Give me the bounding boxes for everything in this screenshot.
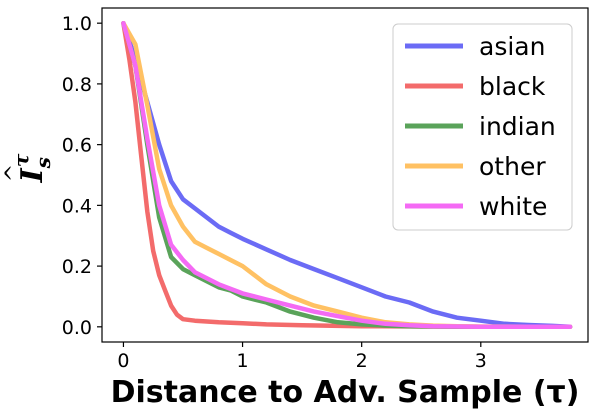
- y-tick-label: 0.8: [62, 74, 92, 96]
- legend-label-asian: asian: [479, 32, 545, 61]
- series-line-white: [121, 20, 573, 330]
- y-axis-label-hat: ^: [2, 164, 27, 182]
- legend-label-other: other: [479, 152, 546, 181]
- x-tick-label: 1: [237, 350, 249, 372]
- x-tick-label: 2: [356, 350, 368, 372]
- series-line-asian: [121, 20, 573, 330]
- x-axis: 0 1 2 3: [117, 342, 487, 372]
- y-tick-label: 0.0: [62, 317, 92, 339]
- y-axis-label-sup: τ: [9, 153, 33, 167]
- svg-text:Isτ: Isτ: [9, 153, 55, 183]
- series-line-black: [121, 20, 573, 330]
- x-axis-label: Distance to Adv. Sample (τ): [111, 375, 580, 410]
- x-tick-label: 3: [475, 350, 487, 372]
- legend: asian black indian other white: [392, 23, 573, 231]
- plot-lines: [121, 20, 573, 330]
- legend-label-white: white: [479, 192, 547, 221]
- y-axis: 0.0 0.2 0.4 0.6 0.8 1.0: [62, 13, 102, 339]
- y-tick-label: 0.4: [62, 195, 92, 217]
- y-axis-label: Isτ ^: [2, 153, 55, 183]
- plot-frame: [101, 7, 589, 343]
- y-axis-label-base: I: [15, 167, 50, 183]
- legend-label-black: black: [479, 72, 546, 101]
- y-axis-label-sub: s: [31, 157, 55, 169]
- legend-label-indian: indian: [479, 112, 556, 141]
- y-tick-label: 1.0: [62, 13, 92, 35]
- y-tick-label: 0.2: [62, 256, 92, 278]
- y-tick-label: 0.6: [62, 135, 92, 157]
- x-tick-label: 0: [117, 350, 129, 372]
- legend-box: [392, 23, 573, 231]
